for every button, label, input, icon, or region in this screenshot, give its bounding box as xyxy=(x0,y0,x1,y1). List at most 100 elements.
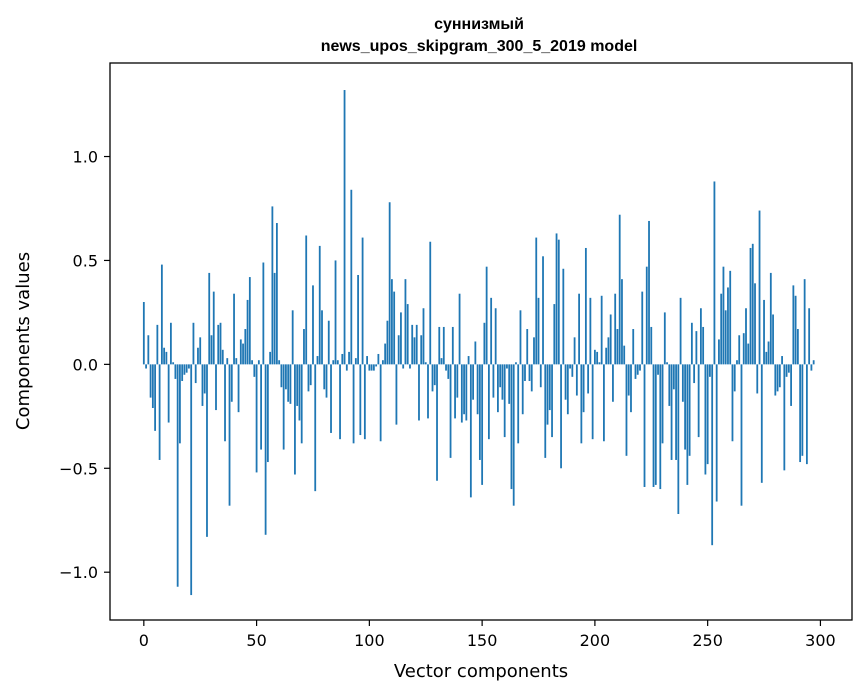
bar-285 xyxy=(785,364,788,377)
bar-166 xyxy=(517,364,520,444)
bar-92 xyxy=(350,189,353,365)
y-tick-label-0: −1.0 xyxy=(59,563,98,582)
bar-135 xyxy=(447,364,450,379)
y-tick-label-2: 0.0 xyxy=(73,355,98,374)
bar-59 xyxy=(275,223,278,365)
bar-29 xyxy=(208,272,211,365)
bar-296 xyxy=(810,364,813,371)
bar-91 xyxy=(348,351,350,365)
bar-65 xyxy=(289,364,292,404)
bar-118 xyxy=(409,364,411,369)
bar-202 xyxy=(598,362,601,365)
x-axis-label: Vector components xyxy=(394,661,568,682)
bar-78 xyxy=(318,245,321,365)
bar-284 xyxy=(783,364,786,471)
bar-246 xyxy=(697,364,700,438)
y-tick-label-1: −0.5 xyxy=(59,459,98,478)
bar-209 xyxy=(614,293,617,365)
bar-266 xyxy=(742,333,745,365)
bar-81 xyxy=(325,364,328,398)
x-tick-label-200: 200 xyxy=(580,631,611,650)
bar-215 xyxy=(627,364,630,396)
bar-178 xyxy=(544,364,547,458)
bar-243 xyxy=(690,322,693,365)
bar-293 xyxy=(803,279,806,365)
bar-238 xyxy=(679,297,682,365)
bar-93 xyxy=(352,364,355,444)
chart-title-line-2: news_upos_skipgram_300_5_2019 model xyxy=(321,38,638,55)
bar-189 xyxy=(569,364,571,369)
y-tick-label-4: 1.0 xyxy=(73,148,98,167)
bar-19 xyxy=(185,364,188,373)
bar-234 xyxy=(670,364,673,460)
x-tick-label-100: 100 xyxy=(354,631,385,650)
bar-130 xyxy=(436,364,438,481)
bar-73 xyxy=(307,364,310,392)
bar-66 xyxy=(291,310,294,365)
bar-230 xyxy=(661,364,664,444)
y-tick-label-3: 0.5 xyxy=(73,251,98,270)
bar-134 xyxy=(445,364,447,371)
bar-149 xyxy=(478,364,481,460)
bar-111 xyxy=(393,291,396,365)
bar-291 xyxy=(799,364,802,463)
bar-133 xyxy=(442,326,445,365)
bar-200 xyxy=(593,349,596,365)
bar-180 xyxy=(548,364,551,411)
bar-136 xyxy=(449,364,452,458)
bar-13 xyxy=(172,362,175,365)
bar-52 xyxy=(260,364,262,450)
bar-16 xyxy=(179,364,181,444)
bar-216 xyxy=(630,364,632,413)
bar-273 xyxy=(758,210,761,365)
bar-151 xyxy=(483,322,486,365)
bar-257 xyxy=(722,266,725,365)
bar-87 xyxy=(339,364,341,440)
bar-56 xyxy=(269,351,272,365)
bar-188 xyxy=(566,364,569,415)
bar-250 xyxy=(706,364,709,465)
bar-105 xyxy=(379,364,382,442)
bar-177 xyxy=(542,256,544,365)
bar-196 xyxy=(584,247,587,365)
bar-219 xyxy=(636,364,639,375)
bar-168 xyxy=(521,364,524,415)
bar-107 xyxy=(384,343,387,365)
bar-80 xyxy=(323,364,326,390)
bar-241 xyxy=(686,364,689,485)
bar-240 xyxy=(684,364,686,450)
bar-207 xyxy=(609,314,612,365)
y-axis-ticks: −1.0 −0.5 0.0 0.5 1.0 xyxy=(59,148,110,582)
bar-88 xyxy=(341,353,344,365)
bar-239 xyxy=(681,364,684,402)
bar-179 xyxy=(546,364,549,425)
bar-283 xyxy=(781,356,783,365)
bar-141 xyxy=(460,364,463,423)
bar-211 xyxy=(618,214,621,365)
bar-64 xyxy=(287,364,290,402)
bar-129 xyxy=(433,364,436,386)
bar-227 xyxy=(654,364,657,485)
bar-74 xyxy=(309,364,312,386)
chart-title-line-1: суннизмый xyxy=(434,16,524,33)
bar-295 xyxy=(808,308,811,365)
bar-198 xyxy=(589,297,592,365)
bar-148 xyxy=(476,364,479,415)
bar-102 xyxy=(372,364,375,371)
bar-220 xyxy=(639,364,641,371)
bar-270 xyxy=(751,243,754,365)
bar-281 xyxy=(776,364,779,392)
bar-2 xyxy=(147,335,150,365)
bar-37 xyxy=(226,358,229,365)
bar-125 xyxy=(424,362,427,365)
bar-24 xyxy=(197,347,199,365)
bar-124 xyxy=(422,308,425,365)
bar-60 xyxy=(278,360,281,365)
bar-86 xyxy=(336,360,339,365)
bar-280 xyxy=(774,364,777,396)
bar-269 xyxy=(749,247,752,365)
bar-137 xyxy=(451,326,454,365)
bar-28 xyxy=(206,364,208,537)
bar-32 xyxy=(215,364,217,411)
bar-222 xyxy=(643,364,646,487)
